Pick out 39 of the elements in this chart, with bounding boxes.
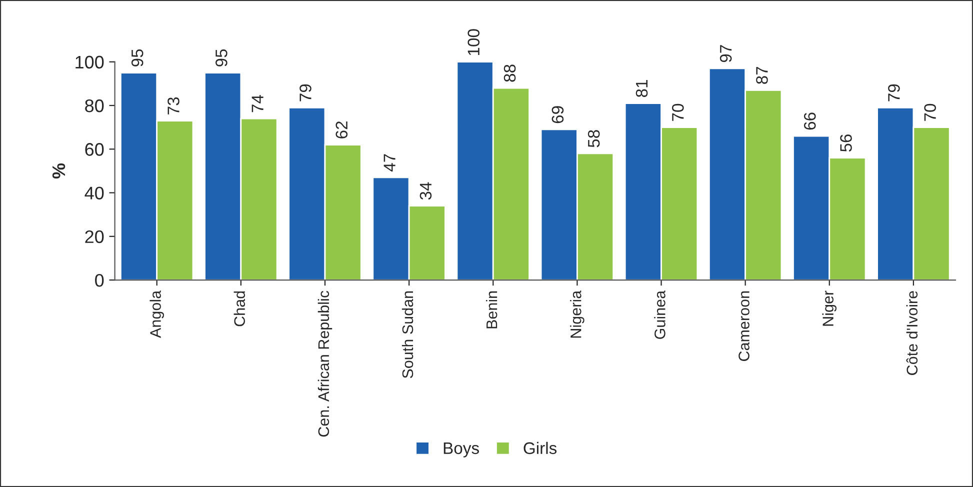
data-label: 70 [924, 104, 936, 121]
y-tick-label: 0 [95, 274, 104, 287]
x-tick-label: Niger [822, 290, 837, 326]
x-tick-label: South Sudan [402, 291, 414, 378]
data-label: 62 [336, 122, 348, 138]
y-tick-label: 100 [76, 56, 104, 69]
data-label: 79 [300, 84, 312, 102]
y-tick-label: 60 [85, 143, 104, 156]
x-tick-label: Côte d'Ivoire [906, 291, 918, 375]
data-label: 69 [552, 106, 564, 124]
legend-label: Boys [444, 442, 479, 458]
data-label: 81 [636, 80, 648, 98]
data-label: 87 [756, 66, 768, 84]
x-tick-label: Chad [234, 291, 246, 326]
data-label: 70 [672, 104, 684, 121]
data-label: 58 [588, 130, 600, 148]
x-tick-label: Angola [150, 290, 164, 338]
y-tick-label: 80 [85, 99, 104, 112]
y-axis-title: % [52, 163, 66, 179]
legend-label: Girls [524, 442, 557, 454]
x-tick-label: Nigeria [570, 290, 584, 338]
data-label: 34 [420, 182, 432, 200]
data-label: 97 [720, 45, 732, 62]
x-tick-label: Benin [486, 291, 498, 328]
data-label: 95 [131, 49, 144, 66]
data-label: 56 [840, 134, 852, 152]
data-label: 95 [216, 49, 228, 66]
data-label: 100 [468, 29, 480, 56]
data-label: 73 [168, 97, 180, 114]
y-tick-label: 40 [84, 186, 104, 200]
x-tick-label: Guinea [654, 290, 666, 339]
data-label: 47 [384, 154, 396, 172]
x-tick-label: Cen. African Republic [318, 290, 332, 437]
data-label: 88 [504, 64, 516, 82]
data-label: 66 [804, 112, 816, 130]
x-tick-label: Cameroon [738, 291, 750, 361]
y-tick-label: 20 [85, 230, 104, 244]
data-label: 74 [252, 94, 264, 112]
data-label: 79 [888, 84, 900, 102]
